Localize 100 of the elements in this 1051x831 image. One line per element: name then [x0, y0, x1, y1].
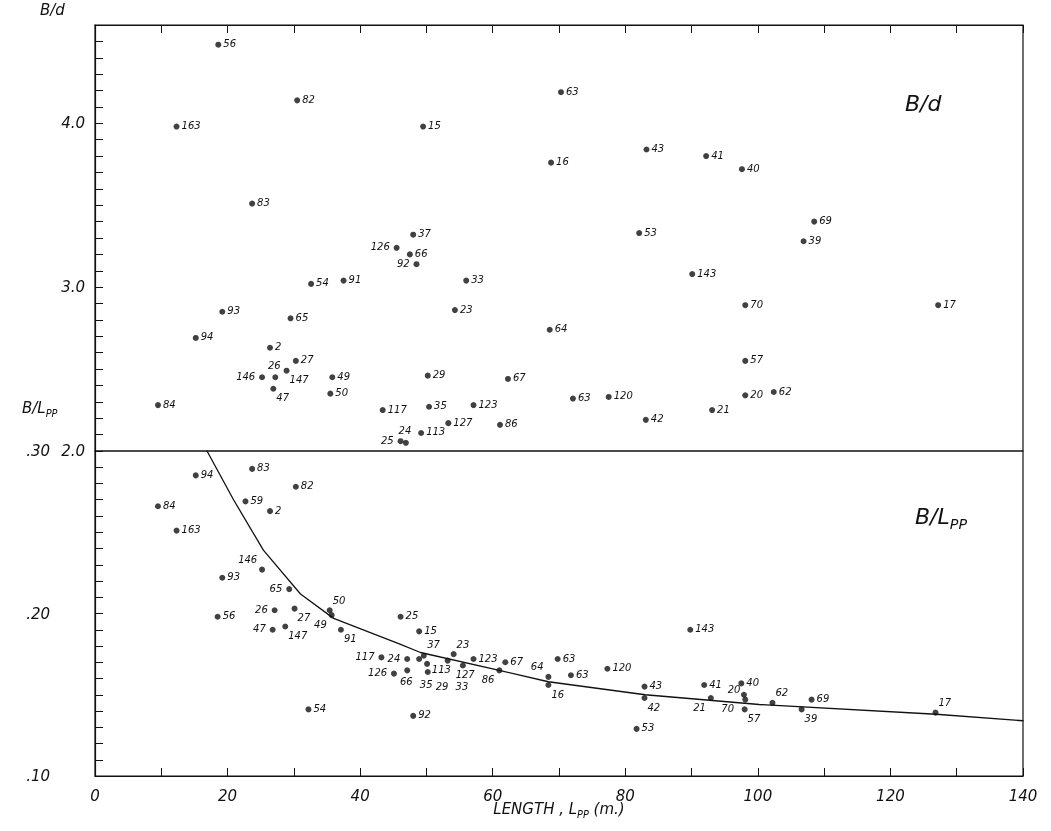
point	[470, 656, 477, 662]
annotation: 35	[419, 679, 433, 691]
annotation: 47	[253, 623, 267, 635]
point	[287, 315, 294, 322]
point	[470, 402, 477, 409]
point	[450, 651, 457, 658]
annotation: 126	[368, 667, 388, 679]
annotation: 37	[427, 638, 441, 650]
point	[546, 326, 553, 333]
point	[404, 656, 411, 662]
point	[502, 659, 509, 666]
annotation: 64	[554, 323, 568, 335]
point	[406, 251, 413, 258]
annotation: 37	[418, 228, 432, 240]
annotation: 70	[750, 298, 763, 310]
point	[557, 89, 564, 96]
point	[709, 407, 716, 414]
point	[416, 628, 423, 635]
point	[272, 374, 279, 381]
annotation: 91	[343, 633, 357, 645]
annotation: 54	[316, 277, 329, 289]
point	[249, 200, 256, 207]
point	[340, 277, 347, 284]
annotation: 143	[695, 623, 715, 635]
point	[397, 613, 404, 620]
annotation: 24	[387, 652, 401, 664]
point	[292, 483, 299, 490]
point	[418, 429, 425, 436]
point	[641, 695, 648, 701]
annotation: 63	[565, 85, 579, 97]
annotation: 113	[431, 664, 451, 676]
annotation: 69	[819, 215, 832, 227]
point	[390, 670, 397, 677]
annotation: 20	[727, 684, 741, 696]
point	[811, 218, 818, 225]
point	[192, 334, 199, 341]
point	[397, 438, 404, 445]
point	[738, 166, 745, 173]
annotation: 59	[250, 494, 264, 506]
point	[259, 374, 266, 381]
point	[214, 613, 221, 620]
point	[328, 612, 335, 619]
point	[410, 231, 417, 238]
annotation: 117	[355, 650, 376, 662]
point	[641, 683, 648, 690]
y-tick-label: 2.0	[61, 442, 85, 460]
point	[605, 393, 612, 400]
point	[545, 673, 552, 680]
annotation: 70	[721, 703, 735, 715]
annotation: 29	[435, 680, 449, 692]
annotation: 53	[644, 226, 657, 238]
annotation: 2	[274, 504, 282, 516]
annotation: 147	[289, 374, 310, 386]
point	[444, 657, 451, 664]
point	[707, 695, 714, 701]
annotation: 86	[505, 418, 518, 430]
point	[445, 420, 452, 427]
annotation: 33	[471, 274, 484, 286]
annotation: 163	[181, 120, 201, 132]
annotation: 127	[455, 669, 476, 681]
point	[192, 472, 199, 479]
point	[742, 302, 749, 309]
annotation: 42	[647, 701, 661, 713]
point	[292, 357, 299, 364]
annotation: 63	[562, 652, 576, 664]
annotation: 50	[332, 594, 346, 606]
annotation: 41	[709, 678, 722, 690]
point	[554, 656, 561, 662]
point	[604, 665, 611, 672]
point	[426, 403, 433, 410]
annotation: B/L$_{PP}$	[915, 504, 968, 534]
annotation: 27	[300, 354, 315, 366]
annotation: 49	[337, 370, 351, 382]
annotation: 40	[746, 676, 760, 688]
point	[154, 402, 161, 409]
annotation: 39	[808, 234, 822, 246]
annotation: 94	[200, 468, 214, 480]
annotation: 123	[478, 652, 498, 664]
point	[463, 277, 470, 284]
annotation: 15	[428, 120, 441, 132]
point	[416, 656, 423, 662]
point	[504, 375, 511, 382]
annotation: 92	[418, 709, 431, 721]
point	[424, 660, 431, 667]
point	[548, 159, 555, 166]
annotation: 23	[459, 303, 473, 315]
point	[219, 574, 226, 581]
annotation: 86	[481, 673, 495, 685]
annotation: 66	[399, 675, 413, 687]
point	[404, 667, 411, 674]
annotation: 65	[269, 582, 283, 594]
point	[242, 498, 249, 505]
point	[305, 706, 312, 713]
y-tick-label: 3.0	[61, 278, 85, 297]
point	[545, 682, 552, 688]
annotation: 16	[556, 156, 569, 168]
y-axis-title: B/d	[40, 1, 65, 19]
point	[740, 691, 747, 698]
annotation: 84	[162, 398, 176, 410]
point	[808, 696, 815, 703]
